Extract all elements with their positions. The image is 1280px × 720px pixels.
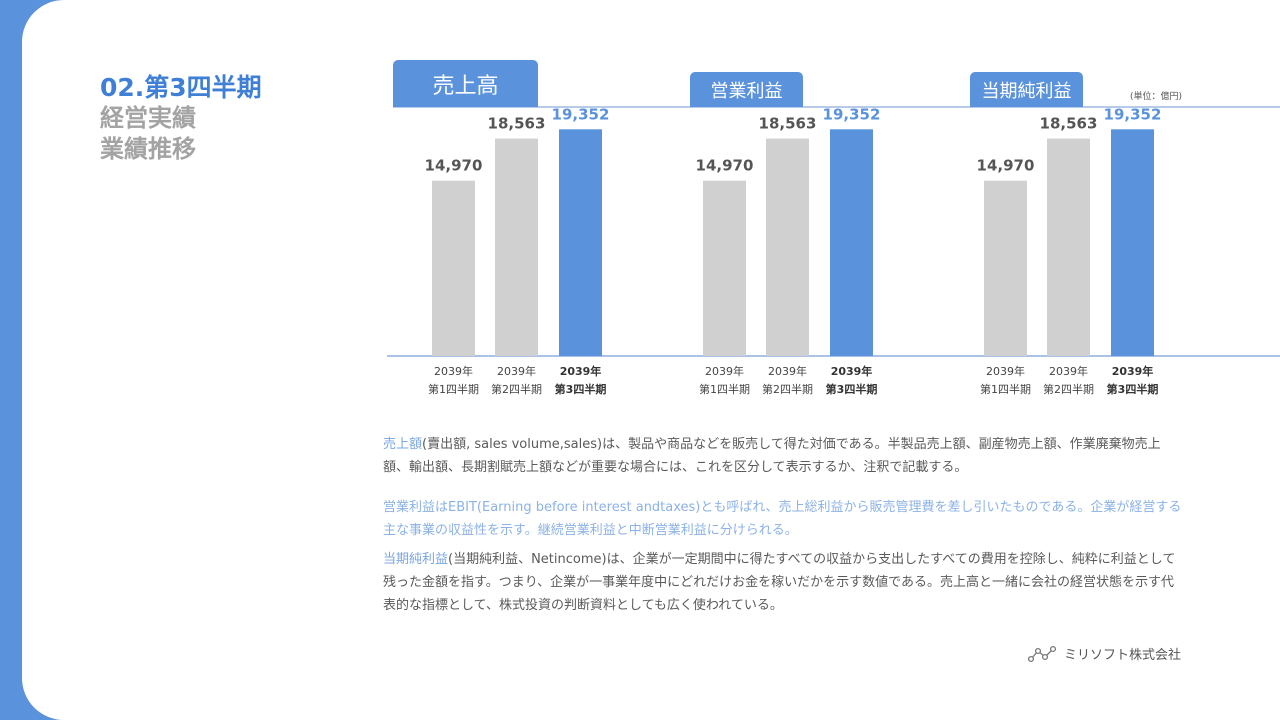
tab-operating-profit: 営業利益	[690, 72, 803, 107]
chart-category-label: 第1四半期	[699, 382, 750, 396]
chart-category-label: 第3四半期	[555, 382, 607, 396]
chart-category-label: 第2四半期	[1043, 382, 1094, 396]
tab-sales: 売上高	[393, 60, 538, 107]
chart-category-label: 第2四半期	[491, 382, 542, 396]
chart-category-label: 2039年	[986, 364, 1025, 378]
chart-value-label: 19,352	[823, 105, 881, 123]
company-brand: ミリソフト株式会社	[1028, 644, 1181, 663]
tab-operating-profit-label: 営業利益	[710, 80, 783, 102]
chart-bar	[984, 180, 1027, 356]
chart-category-label: 第2四半期	[762, 382, 813, 396]
chart-bar	[703, 180, 746, 356]
note-net-income-term: 当期純利益	[383, 552, 449, 567]
panel-divider-sales	[393, 106, 1280, 108]
chart-value-label: 14,970	[425, 157, 483, 175]
chart-bar	[432, 180, 475, 356]
note-net-income: 当期純利益(当期純利益、Netincome)は、企業が一定期間中に得たすべての収…	[383, 548, 1183, 617]
chart-category-label: 2039年	[705, 364, 744, 378]
chart-category-label: 2039年	[831, 364, 873, 378]
company-name: ミリソフト株式会社	[1064, 648, 1182, 663]
tab-net-income-label: 当期純利益	[981, 80, 1072, 102]
chart-value-label: 19,352	[1104, 105, 1162, 123]
section-number-title: 02.第3四半期	[100, 73, 262, 102]
chart-category-label: 2039年	[768, 364, 807, 378]
note-operating-profit-text: 営業利益はEBIT(Earning before interest andtax…	[383, 500, 1182, 538]
chart-bar	[830, 129, 873, 356]
note-sales: 売上額(賣出額, sales volume,sales)は、製品や商品などを販売…	[383, 433, 1183, 479]
chart-value-label: 18,563	[1040, 115, 1098, 133]
tab-net-income: 当期純利益	[970, 72, 1083, 107]
chart-category-label: 2039年	[1049, 364, 1088, 378]
unit-label: (単位：億円)	[1130, 92, 1183, 102]
chart-bar	[1047, 138, 1090, 356]
chart-category-label: 2039年	[1112, 364, 1154, 378]
chart-category-label: 第3四半期	[1107, 382, 1159, 396]
section-subtitle-2: 業績推移	[100, 135, 196, 163]
chart-category-label: 2039年	[434, 364, 473, 378]
chart-category-label: 第1四半期	[428, 382, 479, 396]
network-logo-icon	[1028, 645, 1057, 662]
chart-category-label: 第1四半期	[980, 382, 1031, 396]
note-operating-profit: 営業利益はEBIT(Earning before interest andtax…	[383, 496, 1183, 542]
chart-bar	[495, 138, 538, 356]
section-heading: 02.第3四半期 経営実績 業績推移	[100, 72, 262, 165]
chart-value-label: 18,563	[759, 115, 817, 133]
tab-sales-label: 売上高	[432, 73, 499, 99]
note-sales-text: (賣出額, sales volume,sales)は、製品や商品などを販売して得…	[383, 437, 1161, 475]
chart-value-label: 14,970	[696, 157, 754, 175]
chart-value-label: 14,970	[977, 157, 1035, 175]
chart-category-label: 第3四半期	[826, 382, 878, 396]
chart-value-label: 19,352	[552, 105, 610, 123]
chart-bar	[766, 138, 809, 356]
chart-bar	[1111, 129, 1154, 356]
chart-value-label: 18,563	[488, 115, 546, 133]
chart-bar	[559, 129, 602, 356]
chart-category-label: 2039年	[497, 364, 536, 378]
section-subtitle-1: 経営実績	[100, 104, 196, 132]
chart-category-label: 2039年	[560, 364, 602, 378]
note-net-income-text: (当期純利益、Netincome)は、企業が一定期間中に得たすべての収益から支出…	[383, 552, 1176, 613]
note-sales-term: 売上額	[383, 437, 423, 452]
slide-background	[22, 0, 1280, 720]
